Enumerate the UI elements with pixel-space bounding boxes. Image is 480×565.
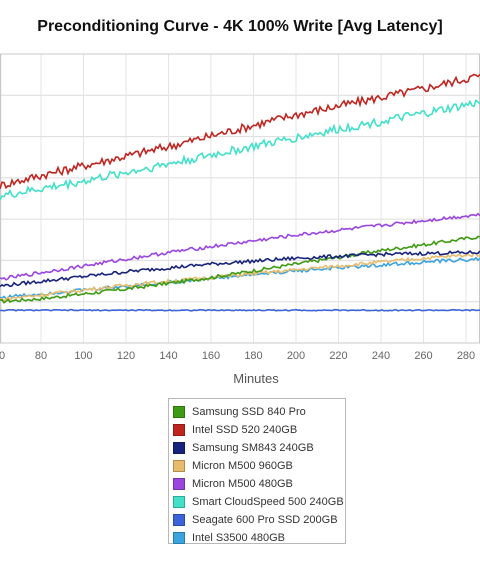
x-tick-label: 120: [117, 350, 135, 362]
legend-item: Samsung SSD 840 Pro: [173, 403, 345, 421]
legend-swatch: [173, 478, 185, 490]
legend-item: Intel S3500 480GB: [173, 529, 345, 547]
legend-label: Micron M500 960GB: [192, 460, 293, 472]
x-tick-label: 240: [372, 350, 390, 362]
series-line-intel-ssd-520-240gb: [0, 73, 480, 190]
series-line-samsung-sm843-240gb: [0, 249, 480, 288]
x-tick-label: 220: [329, 350, 347, 362]
x-tick-labels: 0 80 100 120 140 160 180 200 220 240 260 280: [0, 350, 475, 362]
legend-item: Smart CloudSpeed 500 240GB: [173, 493, 345, 511]
chart-grid: [0, 53, 480, 344]
legend-item: Intel SSD 520 240GB: [173, 421, 345, 439]
legend-item: Samsung SM843 240GB: [173, 439, 345, 457]
legend-swatch: [173, 532, 185, 544]
x-tick-label: 280: [457, 350, 475, 362]
legend-item: Seagate 600 Pro SSD 200GB: [173, 511, 345, 529]
legend-label: Intel SSD 520 240GB: [192, 424, 298, 436]
legend-item: Micron M500 480GB: [173, 475, 345, 493]
x-tick-label: 140: [159, 350, 177, 362]
legend-label: Samsung SSD 840 Pro: [192, 406, 306, 418]
line-chart: 0 80 100 120 140 160 180 200 220 240 260 280 Minute…: [0, 53, 480, 386]
legend-swatch: [173, 424, 185, 436]
series-line-micron-m500-960gb: [0, 251, 480, 302]
legend-label: Samsung SM843 240GB: [192, 442, 314, 454]
series-line-micron-m500-480gb: [0, 212, 480, 281]
x-tick-label: 180: [244, 350, 262, 362]
series-line-seagate-600-pro-ssd-200gb: [0, 308, 480, 312]
legend-swatch: [173, 514, 185, 526]
legend-swatch: [173, 442, 185, 454]
plot-frame: [0, 53, 480, 344]
x-tick-label: 160: [202, 350, 220, 362]
legend-label: Intel S3500 480GB: [192, 532, 285, 544]
legend-label: Smart CloudSpeed 500 240GB: [192, 496, 344, 508]
x-tick-label: 200: [287, 350, 305, 362]
series-line-smart-cloudspeed-500-240gb: [0, 99, 480, 201]
legend-swatch: [173, 496, 185, 508]
legend-label: Seagate 600 Pro SSD 200GB: [192, 514, 338, 526]
legend-label: Micron M500 480GB: [192, 478, 293, 490]
legend-swatch: [173, 406, 185, 418]
x-tick-label: 260: [414, 350, 432, 362]
x-tick-label: 100: [74, 350, 92, 362]
series-line-samsung-ssd-840-pro: [0, 235, 480, 304]
legend-swatch: [173, 460, 185, 472]
x-tick-label: 80: [35, 350, 47, 362]
chart-legend: Samsung SSD 840 Pro Intel SSD 520 240GB Sa…: [168, 398, 346, 544]
legend-item: Micron M500 960GB: [173, 457, 345, 475]
x-tick-label: 0: [0, 350, 5, 362]
chart-title: Preconditioning Curve - 4K 100% Write [A…: [37, 18, 443, 35]
x-axis-title: Minutes: [233, 371, 279, 386]
series-lines: [0, 73, 480, 312]
